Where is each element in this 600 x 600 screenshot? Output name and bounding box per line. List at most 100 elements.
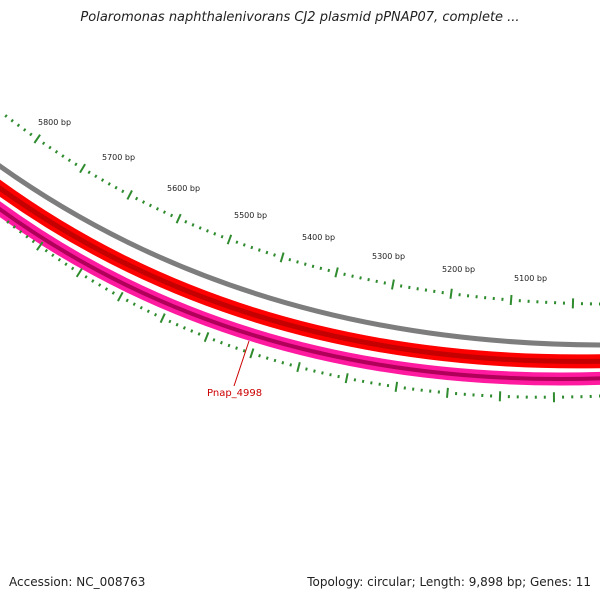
ruler-major-tick xyxy=(33,134,41,144)
ruler-minor-tick xyxy=(351,274,354,278)
ruler-minor-tick xyxy=(257,248,261,252)
gene-reverse-track-core xyxy=(0,206,600,381)
ruler-minor-tick xyxy=(378,382,381,386)
ruler-minor-tick xyxy=(22,128,27,132)
ruler-minor-tick xyxy=(74,162,78,167)
ruler-label: 5200 bp xyxy=(442,265,475,274)
ruler-minor-tick xyxy=(114,185,118,190)
ruler-minor-tick xyxy=(242,349,246,353)
ruler-major-tick xyxy=(159,313,166,324)
ruler-minor-tick xyxy=(353,378,357,382)
ruler-minor-tick xyxy=(370,381,373,385)
ruler-minor-tick xyxy=(329,373,332,377)
ruler-minor-tick xyxy=(250,245,254,250)
ruler-label: 5700 bp xyxy=(102,153,135,162)
ruler-major-tick xyxy=(296,361,301,373)
ruler-minor-tick xyxy=(265,250,269,255)
ruler-minor-tick xyxy=(153,312,158,317)
ruler-major-tick xyxy=(449,288,453,299)
ruler-minor-tick xyxy=(98,283,102,287)
genome-summary-text: Topology: circular; Length: 9,898 bp; Ge… xyxy=(307,575,591,589)
ruler-minor-tick xyxy=(220,234,224,239)
ruler-minor-tick xyxy=(367,277,370,282)
ruler-minor-tick xyxy=(107,182,111,186)
ruler-major-tick xyxy=(75,267,83,278)
ruler-labels: 5800 bp 5700 bp 5600 bp 5500 bp 5400 bp … xyxy=(38,118,547,283)
ruler-minor-tick xyxy=(12,225,16,229)
ruler-minor-tick xyxy=(155,207,160,211)
ruler-minor-tick xyxy=(289,363,293,367)
ruler-minor-tick xyxy=(235,346,238,350)
ruler-minor-tick xyxy=(57,257,62,262)
ruler-minor-tick xyxy=(146,309,150,314)
ruler-minor-tick xyxy=(70,266,75,271)
ruler-minor-tick xyxy=(408,285,411,290)
ruler-minor-tick xyxy=(383,281,387,285)
ruler-minor-tick xyxy=(313,369,316,373)
ruler-major-tick xyxy=(175,213,182,224)
ruler-minor-tick xyxy=(94,174,98,179)
ruler-minor-tick xyxy=(321,371,324,375)
ruler-minor-tick xyxy=(305,367,308,371)
ruler-major-tick xyxy=(117,291,124,302)
ruler-major-tick xyxy=(344,373,349,384)
ruler-minor-tick xyxy=(104,287,109,291)
ruler-minor-tick xyxy=(125,298,129,303)
ruler-minor-tick xyxy=(213,232,217,236)
ruler-major-tick xyxy=(249,348,255,359)
ruler-minor-tick xyxy=(191,223,195,227)
gene-label-leader xyxy=(233,340,250,387)
ruler-minor-tick xyxy=(141,200,146,204)
ruler-minor-tick xyxy=(44,248,49,253)
ruler-minor-tick xyxy=(132,302,136,306)
ruler-minor-tick xyxy=(162,210,167,214)
ruler-minor-tick xyxy=(67,158,72,163)
ruler-major-tick xyxy=(126,190,133,200)
ruler-minor-tick xyxy=(361,379,365,384)
ruler-minor-tick xyxy=(111,291,115,295)
ruler-minor-tick xyxy=(16,123,21,128)
ruler-minor-tick xyxy=(54,150,59,154)
ruler-minor-tick xyxy=(87,170,91,175)
ruler-minor-tick xyxy=(10,118,14,123)
ruler-minor-tick xyxy=(18,230,23,234)
ruler-major-tick xyxy=(509,294,513,306)
ruler-minor-tick xyxy=(6,220,10,224)
ruler-minor-tick xyxy=(135,196,139,201)
ruler-minor-tick xyxy=(343,272,346,277)
ruler-major-tick xyxy=(79,163,86,174)
ruler-major-tick xyxy=(391,279,395,290)
ruler-major-tick xyxy=(394,381,399,392)
ruler-minor-tick xyxy=(91,279,95,283)
ruler-minor-tick xyxy=(424,288,428,292)
ruler-minor-tick xyxy=(25,234,29,239)
ruler-minor-tick xyxy=(311,264,315,269)
inner-ruler-ticks xyxy=(6,220,600,403)
map-title: Polaromonas naphthalenivorans CJ2 plasmi… xyxy=(80,10,520,25)
plasmid-backbone xyxy=(0,163,600,348)
ruler-major-tick xyxy=(334,267,339,278)
ruler-minor-tick xyxy=(235,240,239,244)
gene-reverse-track[interactable] xyxy=(0,201,600,386)
ruler-minor-tick xyxy=(184,220,188,224)
ruler-major-tick xyxy=(226,234,233,245)
ruler-minor-tick xyxy=(51,253,55,258)
outer-ruler-ticks xyxy=(4,114,600,309)
ruler-minor-tick xyxy=(168,319,172,324)
ruler-minor-tick xyxy=(190,329,194,333)
ruler-minor-tick xyxy=(169,213,174,218)
ruler-minor-tick xyxy=(139,305,143,310)
ruler-minor-tick xyxy=(41,141,46,146)
ruler-minor-tick xyxy=(182,326,186,330)
gene-label-pnap-4998[interactable]: Pnap_4998 xyxy=(207,388,262,399)
ruler-minor-tick xyxy=(337,374,340,379)
ruler-minor-tick xyxy=(273,358,277,363)
ruler-minor-tick xyxy=(175,322,179,327)
ruler-minor-tick xyxy=(416,287,419,291)
ruler-major-tick xyxy=(446,387,449,398)
ruler-minor-tick xyxy=(84,275,88,279)
ruler-minor-tick xyxy=(303,262,307,266)
ruler-label: 5600 bp xyxy=(167,184,200,193)
ruler-minor-tick xyxy=(148,203,153,208)
